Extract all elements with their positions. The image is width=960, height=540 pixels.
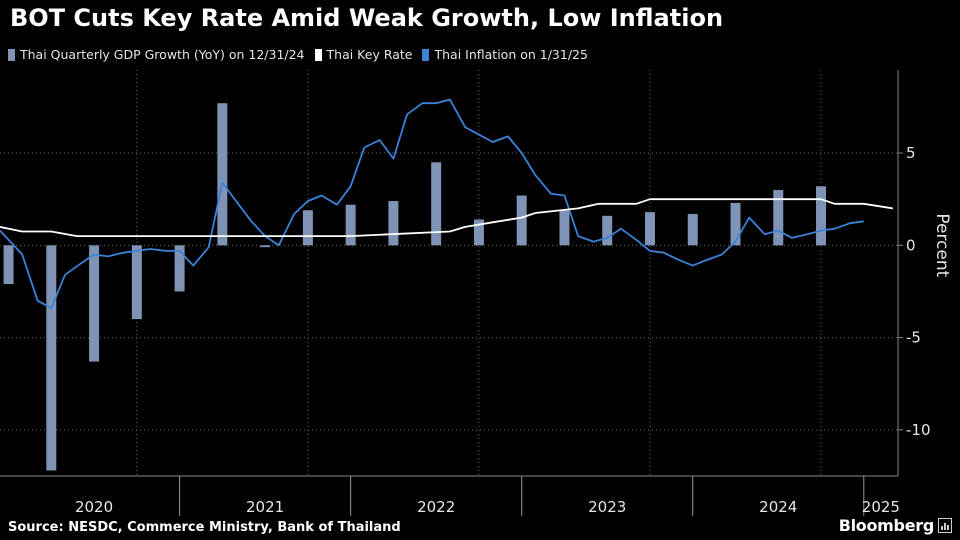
gdp-bar: [687, 213, 698, 246]
legend-label-gdp: Thai Quarterly GDP Growth (YoY) on 12/31…: [20, 47, 305, 62]
legend-item-inflation: Thai Inflation on 1/31/25: [422, 47, 588, 62]
legend-label-inflation: Thai Inflation on 1/31/25: [434, 47, 588, 62]
gdp-bar: [602, 215, 613, 246]
lines: [0, 98, 894, 309]
x-tick-label: 2023: [588, 498, 626, 516]
gdp-bar: [516, 195, 527, 246]
x-tick-label: 2025: [862, 498, 900, 516]
gdp-bar: [473, 219, 484, 246]
legend-swatch-inflation: [422, 48, 430, 61]
gdp-bar: [431, 162, 442, 246]
legend: Thai Quarterly GDP Growth (YoY) on 12/31…: [8, 47, 598, 62]
legend-item-gdp: Thai Quarterly GDP Growth (YoY) on 12/31…: [8, 47, 305, 62]
bar-chart-icon: [938, 518, 952, 533]
inflation-line: [0, 98, 864, 309]
gdp-bar: [131, 245, 142, 320]
gdp-bar: [302, 210, 313, 246]
x-tick-label: 2021: [246, 498, 284, 516]
legend-swatch-gdp: [8, 48, 15, 61]
gdp-bar: [260, 245, 271, 248]
gdp-bar: [89, 245, 100, 362]
brand-logo: Bloomberg: [839, 516, 952, 535]
x-tick-label: 2024: [759, 498, 797, 516]
gdp-bar: [174, 245, 185, 292]
y-axis-title: Percent: [932, 213, 952, 277]
legend-item-key-rate: Thai Key Rate: [314, 47, 413, 62]
axes: -10 -5 0 5 Percent 2020 2021 2022 2023 2024 2025: [0, 70, 952, 516]
grid: [0, 70, 898, 476]
y-tick-label: 0: [906, 236, 916, 254]
gdp-bar: [644, 212, 655, 246]
brand-text: Bloomberg: [838, 516, 935, 535]
key-rate-line: [0, 198, 894, 237]
gdp-bar: [773, 189, 784, 246]
y-tick-label: -5: [906, 329, 921, 347]
legend-label-key-rate: Thai Key Rate: [326, 47, 413, 62]
gdp-bar: [345, 204, 356, 246]
gdp-bar: [816, 186, 827, 246]
y-tick-label: -10: [906, 421, 931, 439]
source-note: Source: NESDC, Commerce Ministry, Bank o…: [8, 520, 401, 535]
gdp-bars: [3, 103, 827, 471]
gdp-bar: [217, 103, 228, 246]
legend-swatch-key-rate: [314, 48, 322, 61]
gdp-bar: [730, 202, 741, 246]
x-tick-label: 2020: [75, 498, 113, 516]
gdp-bar: [388, 201, 399, 246]
gdp-bar: [46, 245, 57, 471]
chart-title: BOT Cuts Key Rate Amid Weak Growth, Low …: [10, 4, 724, 32]
gdp-bar: [3, 245, 14, 285]
gdp-bar: [559, 210, 570, 246]
x-tick-label: 2022: [417, 498, 455, 516]
y-tick-label: 5: [906, 144, 916, 162]
